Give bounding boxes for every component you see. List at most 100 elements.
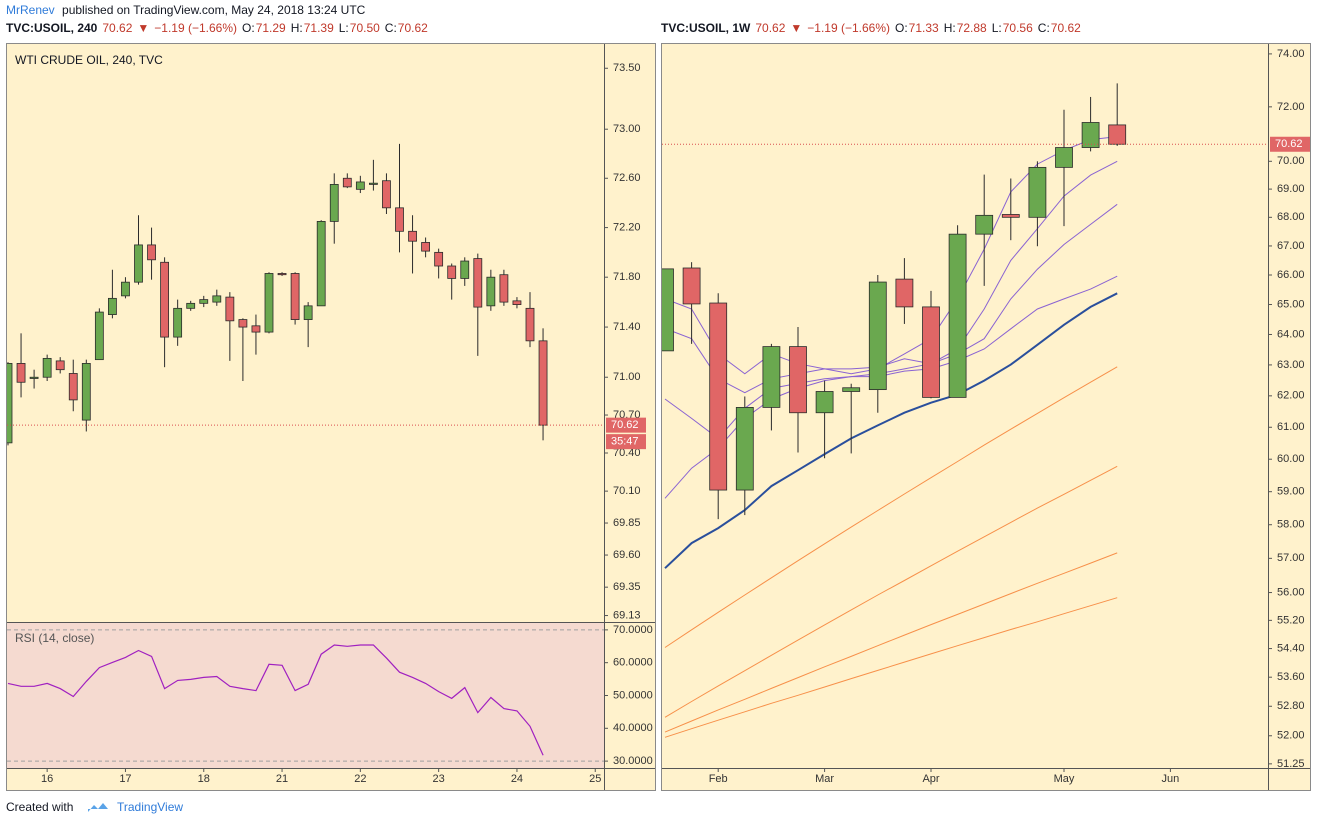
candle-body [1108,124,1127,145]
y-tick-label: 69.85 [613,517,641,529]
candle-body [303,305,313,320]
y-tick-label: 63.00 [1277,359,1305,371]
y-tick-label: 60.0000 [613,657,653,669]
candle-body [186,302,196,309]
tradingview-logo[interactable] [88,803,108,812]
y-tick-label: 72.60 [613,172,641,184]
y-tick-label: 53.60 [1277,671,1305,683]
y-tick-label: 69.60 [613,549,641,561]
quote-part: O: [895,21,908,35]
y-tick-label: 72.00 [1277,101,1305,113]
publish-info: published on TradingView.com, May 24, 20… [62,3,366,17]
y-tick-label: 58.00 [1277,519,1305,531]
candle-body [499,274,509,303]
quote-part: 70.50 [350,21,380,35]
x-tick-label: Jun [1162,773,1180,785]
y-tick-label: 50.0000 [613,689,653,701]
x-tick-label: 21 [276,773,288,785]
y-tick-label: 55.20 [1277,614,1305,626]
x-tick-label: Apr [922,773,939,785]
candle-body [538,340,548,426]
quote-part: O: [242,21,255,35]
candle-body [868,281,887,391]
y-tick-label: 66.00 [1277,269,1305,281]
candle-body [108,297,117,315]
price-label: 70.62 [611,419,639,431]
candle-body [842,387,861,392]
candle-body [264,273,274,333]
quote-part: 72.88 [957,21,987,35]
x-tick-label: 17 [119,773,131,785]
candle-body [789,346,807,414]
candle-body [434,251,444,267]
y-tick-label: 52.00 [1277,730,1305,742]
left-price-pane [7,143,604,446]
x-tick-label: 25 [589,773,601,785]
chart-title: WTI CRUDE OIL, 240, TVC [15,53,163,67]
quote-part: L: [992,21,1002,35]
candle-body [316,221,326,307]
y-tick-label: 52.80 [1277,700,1305,712]
quote-part: 70.62 [398,21,428,35]
y-tick-label: 70.0000 [613,624,653,636]
quote-part: TVC:USOIL, 1W [661,21,751,35]
quote-line: TVC:USOIL, 240 70.62 ▼ −1.19 (−1.66%) O:71.2… [6,21,428,35]
moving-average [664,552,1118,733]
candle-body [160,261,170,338]
y-tick-label: 51.25 [1277,758,1305,770]
candle-body [212,295,222,303]
candle-body [81,363,91,421]
x-tick-label: 24 [511,773,523,785]
y-tick-label: 69.00 [1277,183,1305,195]
quote-part: L: [339,21,349,35]
moving-average [664,366,1118,648]
footer-brand[interactable]: TradingView [117,800,183,814]
candle-body [16,363,26,383]
candle-body [408,230,417,242]
y-tick-label: 70.10 [613,485,641,497]
y-tick-label: 30.0000 [613,755,653,767]
price-label: 70.62 [1275,138,1303,150]
x-tick-label: 16 [41,773,53,785]
price-label-box [606,417,646,433]
candle-body [421,242,431,252]
candle-body [662,268,674,352]
quote-part: 70.56 [1003,21,1033,35]
y-tick-label: 70.00 [1277,155,1305,167]
candle-body [42,357,52,378]
y-tick-label: 73.00 [613,123,641,135]
candle-body [709,302,728,491]
candle-body [225,296,235,322]
candle-body [277,273,287,276]
quote-part: 70.62 [755,21,785,35]
quote-part: 71.39 [304,21,334,35]
countdown: 35:47 [611,436,639,448]
footer-text: Created with [6,800,73,814]
y-tick-label: 67.00 [1277,240,1305,252]
countdown-box [606,434,646,450]
y-tick-label: 73.50 [613,62,641,74]
y-tick-label: 56.00 [1277,586,1305,598]
y-tick-label: 69.13 [613,609,641,621]
x-tick-label: Mar [815,773,834,785]
y-tick-label: 71.00 [613,371,641,383]
quote-part: −1.19 (−1.66%) [807,21,890,35]
candle-body [395,207,404,232]
candle-body [473,258,483,308]
candle-body [290,273,300,320]
y-tick-label: 71.80 [613,271,641,283]
candle-body [94,311,104,361]
rsi-title: RSI (14, close) [15,631,94,645]
author[interactable]: MrRenev [6,3,55,17]
moving-average [664,160,1118,394]
candle-body [682,267,701,305]
quote-part: 71.29 [256,21,286,35]
candle-body [147,244,156,261]
candle-body [368,182,378,185]
quote-part: 70.62 [102,21,132,35]
x-tick-label: 22 [354,773,366,785]
rsi-pane [7,629,604,762]
rsi-panel [7,622,604,768]
y-tick-label: 59.00 [1277,486,1305,498]
right-panel [661,43,1311,791]
